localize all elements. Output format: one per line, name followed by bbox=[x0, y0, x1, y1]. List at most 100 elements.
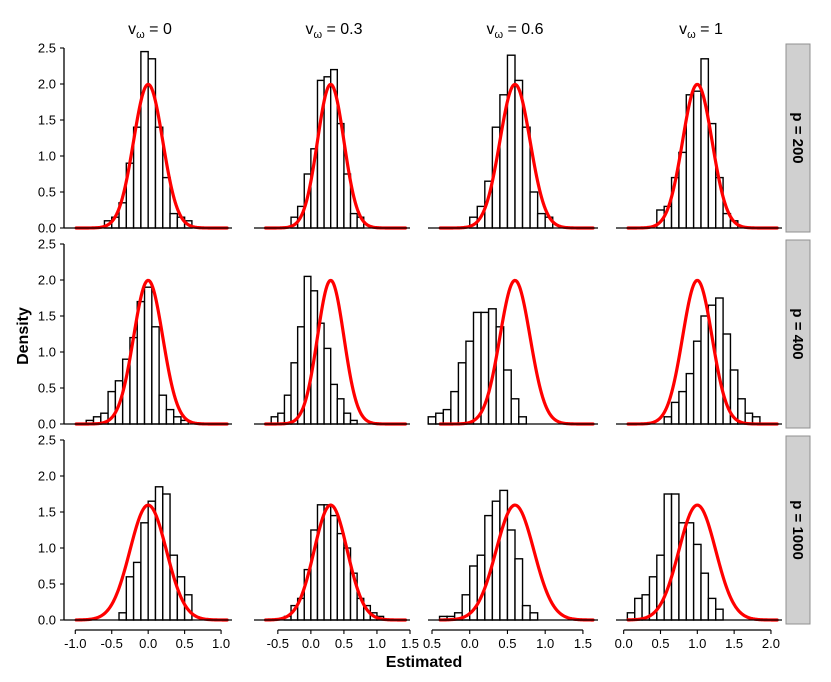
histogram-bar bbox=[465, 340, 475, 425]
histogram-bar bbox=[506, 529, 516, 621]
histogram-bar bbox=[343, 412, 352, 425]
histogram-bar bbox=[169, 212, 179, 229]
histogram-bar bbox=[290, 362, 299, 425]
x-tick-label-col-3: 0.5 bbox=[498, 636, 516, 651]
histogram-bar bbox=[685, 522, 695, 621]
normal-density-curve bbox=[626, 503, 779, 622]
x-axis-title: Estimated bbox=[386, 654, 462, 671]
histogram-bar bbox=[536, 212, 546, 229]
histogram-bar bbox=[323, 504, 332, 621]
histogram-bar bbox=[140, 522, 149, 621]
row-strip-label-2: p = 400 bbox=[789, 308, 806, 359]
facet-panel-r3-c3 bbox=[428, 489, 598, 622]
histogram-bar bbox=[663, 416, 673, 425]
histogram-bar bbox=[158, 394, 168, 425]
histogram-bar bbox=[502, 369, 512, 425]
x-tick-label-col-4: 0.5 bbox=[651, 636, 669, 651]
histogram-bar bbox=[685, 372, 695, 425]
y-tick-label-row-1: 2.5 bbox=[38, 41, 56, 56]
histogram-bar bbox=[457, 362, 467, 425]
y-tick-label-row-3: 0.5 bbox=[38, 577, 56, 592]
facet-panel-r1-c3 bbox=[428, 54, 598, 230]
x-tick-label-col-3: 0.5 bbox=[423, 636, 441, 651]
histogram-bar bbox=[162, 176, 171, 229]
x-tick-label-col-1: 0.5 bbox=[176, 636, 194, 651]
x-tick-label-col-3: 1.0 bbox=[536, 636, 554, 651]
y-tick-label-row-1: 0.5 bbox=[38, 185, 56, 200]
column-title-3: vω = 0.6 bbox=[486, 21, 543, 41]
x-tick-label-col-2: 0.5 bbox=[335, 636, 353, 651]
facet-panel-r3-c2 bbox=[254, 503, 410, 622]
x-tick-label-col-2: 1.0 bbox=[368, 636, 386, 651]
histogram-bar bbox=[323, 347, 332, 425]
histogram-bar bbox=[450, 390, 460, 425]
x-tick-label-col-1: 0.0 bbox=[139, 636, 157, 651]
x-tick-label-col-4: 1.5 bbox=[725, 636, 743, 651]
histogram-bar bbox=[336, 398, 345, 425]
column-title-2: vω = 0.3 bbox=[305, 21, 362, 41]
histogram-bar bbox=[514, 558, 524, 621]
x-tick-label-col-3: 0.0 bbox=[461, 636, 479, 651]
y-tick-label-row-1: 1.5 bbox=[38, 113, 56, 128]
y-tick-label-row-3: 2.5 bbox=[38, 433, 56, 448]
column-title-1: vω = 0 bbox=[128, 21, 172, 41]
histogram-bar bbox=[678, 390, 687, 425]
histogram-bar bbox=[634, 597, 643, 621]
histogram-bar bbox=[692, 543, 702, 621]
histogram-bar bbox=[154, 486, 164, 621]
facet-panel-r3-c1 bbox=[64, 486, 232, 622]
row-strip-3 bbox=[785, 435, 811, 625]
y-tick-label-row-2: 0.0 bbox=[38, 417, 56, 432]
histogram-bar bbox=[165, 408, 175, 425]
histogram-bar bbox=[143, 286, 153, 425]
histogram-bar bbox=[147, 500, 157, 621]
x-tick-label-col-4: 2.0 bbox=[762, 636, 780, 651]
y-tick-label-row-3: 2.0 bbox=[38, 469, 56, 484]
histogram-bar bbox=[529, 612, 539, 621]
x-tick-label-col-2: 1.5 bbox=[401, 636, 419, 651]
x-tick-label-col-4: 0.0 bbox=[615, 636, 633, 651]
normal-density-curve bbox=[264, 503, 408, 622]
normal-density-curve bbox=[74, 503, 229, 622]
y-tick-label-row-2: 0.5 bbox=[38, 381, 56, 396]
histogram-bar bbox=[663, 493, 673, 621]
row-strip-label-3: p = 1000 bbox=[789, 500, 806, 560]
y-tick-label-row-1: 0.0 bbox=[38, 221, 56, 236]
y-axis-title: Density bbox=[15, 307, 32, 365]
x-tick-label-col-3: 1.5 bbox=[574, 636, 592, 651]
histogram-bar bbox=[125, 576, 135, 621]
facet-panel-r2-c4 bbox=[616, 278, 782, 426]
histogram-bar bbox=[715, 608, 724, 621]
x-tick-label-col-4: 1.0 bbox=[688, 636, 706, 651]
x-tick-label-col-1: -0.5 bbox=[101, 636, 123, 651]
histogram-bar bbox=[692, 90, 702, 229]
histogram-bar bbox=[435, 412, 445, 425]
y-tick-label-row-3: 1.0 bbox=[38, 541, 56, 556]
histogram-bar bbox=[518, 416, 528, 425]
y-tick-label-row-2: 1.0 bbox=[38, 345, 56, 360]
row-strip-1 bbox=[785, 43, 811, 233]
y-tick-label-row-2: 2.0 bbox=[38, 273, 56, 288]
histogram-bar bbox=[427, 416, 437, 425]
y-tick-label-row-3: 1.5 bbox=[38, 505, 56, 520]
facet-panel-r1-c2 bbox=[254, 68, 410, 230]
facet-panel-r2-c3 bbox=[427, 278, 598, 426]
facet-panel-r2-c2 bbox=[254, 275, 410, 426]
histogram-bar bbox=[283, 394, 292, 425]
histogram-bar bbox=[118, 612, 128, 621]
histogram-bar bbox=[349, 212, 358, 229]
histogram-bar bbox=[329, 383, 339, 425]
y-tick-label-row-2: 2.5 bbox=[38, 237, 56, 252]
histogram-bar bbox=[151, 326, 160, 425]
histogram-bar bbox=[172, 416, 182, 425]
normal-density-curve bbox=[438, 503, 595, 622]
histogram-bar bbox=[700, 572, 710, 621]
histogram-bar bbox=[442, 408, 452, 425]
histogram-bar bbox=[336, 532, 345, 621]
y-tick-label-row-1: 1.0 bbox=[38, 149, 56, 164]
x-tick-label-col-1: -1.0 bbox=[64, 636, 86, 651]
histogram-bar bbox=[329, 514, 339, 621]
facet-panel-r1-c4 bbox=[616, 58, 782, 230]
y-tick-label-row-3: 0.0 bbox=[38, 613, 56, 628]
